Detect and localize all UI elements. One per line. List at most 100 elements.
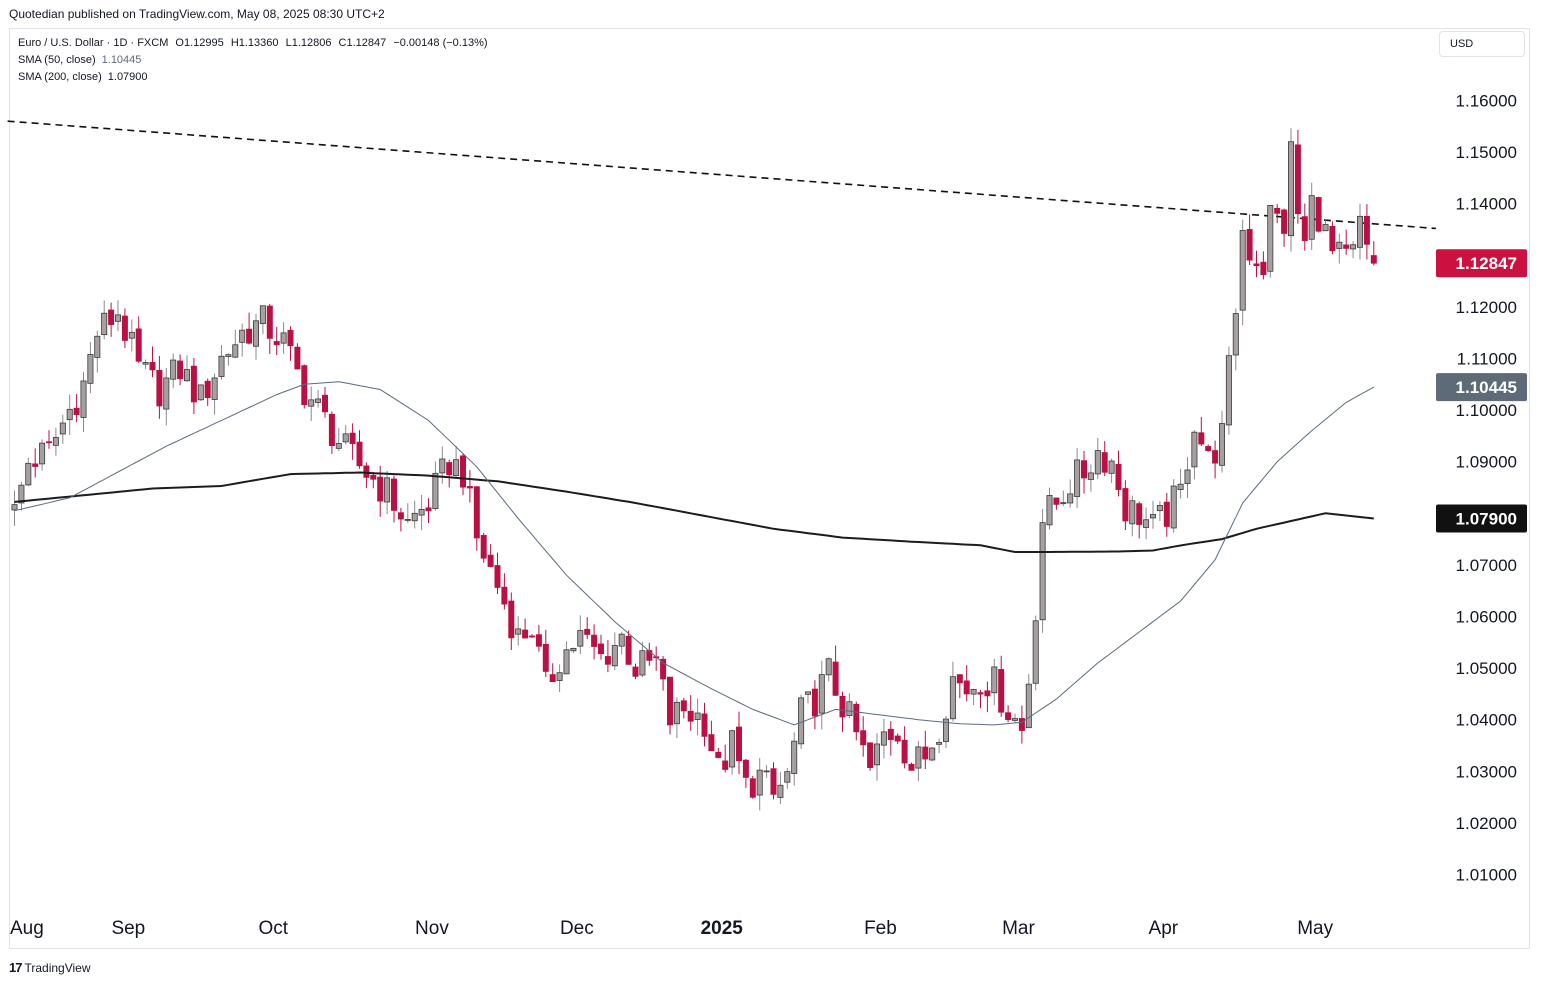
candle[interactable] <box>901 726 908 769</box>
candle[interactable] <box>349 423 356 460</box>
candle[interactable] <box>1225 346 1232 435</box>
candle[interactable] <box>1060 490 1067 507</box>
candle[interactable] <box>839 691 846 732</box>
candle[interactable] <box>1198 416 1205 446</box>
candle[interactable] <box>660 655 667 691</box>
candle[interactable] <box>1246 214 1253 266</box>
sma-50-line[interactable] <box>14 381 1375 726</box>
candle[interactable] <box>363 462 370 489</box>
candle[interactable] <box>508 592 515 651</box>
candle[interactable] <box>1115 450 1122 497</box>
candle[interactable] <box>411 500 418 529</box>
candle[interactable] <box>80 372 87 433</box>
candle[interactable] <box>163 367 170 426</box>
candle[interactable] <box>370 472 377 489</box>
candle[interactable] <box>190 358 197 415</box>
candle[interactable] <box>1260 251 1267 280</box>
candle[interactable] <box>425 498 432 524</box>
candle[interactable] <box>1136 501 1143 539</box>
candle[interactable] <box>1081 451 1088 494</box>
candle[interactable] <box>880 718 887 759</box>
candle[interactable] <box>936 738 943 754</box>
candle[interactable] <box>1032 615 1039 691</box>
candle[interactable] <box>501 573 508 610</box>
candle[interactable] <box>956 674 963 699</box>
candle[interactable] <box>646 642 653 666</box>
candle[interactable] <box>549 663 556 683</box>
candle[interactable] <box>11 490 18 526</box>
candle[interactable] <box>1170 479 1177 533</box>
candle[interactable] <box>667 676 674 735</box>
candle[interactable] <box>280 322 287 354</box>
candle[interactable] <box>949 661 956 722</box>
candle[interactable] <box>439 446 446 484</box>
candle[interactable] <box>480 532 487 563</box>
candle[interactable] <box>1184 457 1191 498</box>
candle[interactable] <box>673 697 680 739</box>
candle[interactable] <box>39 439 46 471</box>
candle[interactable] <box>135 316 142 363</box>
candle[interactable] <box>1101 441 1108 476</box>
candle[interactable] <box>115 300 122 331</box>
candle[interactable] <box>446 459 453 488</box>
candle[interactable] <box>1129 495 1136 537</box>
candle[interactable] <box>777 771 784 805</box>
candle[interactable] <box>639 641 646 678</box>
currency-button[interactable]: USD <box>1439 31 1525 57</box>
candle[interactable] <box>1163 493 1170 537</box>
candle[interactable] <box>1370 241 1377 266</box>
candle[interactable] <box>1122 480 1129 531</box>
candle[interactable] <box>1329 221 1336 255</box>
candle[interactable] <box>1177 468 1184 499</box>
candle[interactable] <box>1205 444 1212 452</box>
candle[interactable] <box>259 305 266 335</box>
candle[interactable] <box>459 453 466 496</box>
candle[interactable] <box>232 329 239 359</box>
candle[interactable] <box>763 765 770 778</box>
candle[interactable] <box>1357 203 1364 260</box>
candle[interactable] <box>708 720 715 752</box>
candle[interactable] <box>1212 440 1219 479</box>
candle[interactable] <box>1350 241 1357 259</box>
candle[interactable] <box>432 461 439 511</box>
candle[interactable] <box>239 323 246 357</box>
candle[interactable] <box>1288 128 1295 252</box>
candle[interactable] <box>294 343 301 370</box>
candle[interactable] <box>736 711 743 775</box>
candle[interactable] <box>1039 509 1046 633</box>
candle[interactable] <box>825 657 832 682</box>
candle[interactable] <box>1018 705 1025 744</box>
candle[interactable] <box>687 695 694 731</box>
candle[interactable] <box>970 688 977 706</box>
candle[interactable] <box>46 430 53 449</box>
candle[interactable] <box>1046 487 1053 530</box>
candle[interactable] <box>218 345 225 380</box>
candle[interactable] <box>915 740 922 782</box>
candle[interactable] <box>197 384 204 401</box>
candle[interactable] <box>887 721 894 756</box>
candle[interactable] <box>1315 196 1322 233</box>
candle[interactable] <box>1108 458 1115 483</box>
candle[interactable] <box>604 640 611 673</box>
candle[interactable] <box>1301 203 1308 251</box>
candle[interactable] <box>177 354 184 386</box>
candle[interactable] <box>25 457 32 487</box>
candle[interactable] <box>556 664 563 693</box>
candle[interactable] <box>811 680 818 730</box>
resistance-trendline[interactable] <box>7 120 1436 230</box>
candle[interactable] <box>494 552 501 594</box>
candle[interactable] <box>384 471 391 515</box>
candle[interactable] <box>1267 204 1274 278</box>
candle[interactable] <box>149 346 156 378</box>
candle[interactable] <box>563 641 570 675</box>
candle[interactable] <box>1363 204 1370 260</box>
candle[interactable] <box>52 427 59 456</box>
candle[interactable] <box>342 425 349 445</box>
candle[interactable] <box>1005 705 1012 723</box>
candle[interactable] <box>922 730 929 770</box>
candle[interactable] <box>1156 501 1163 521</box>
candle[interactable] <box>929 747 936 762</box>
candle[interactable] <box>977 689 984 709</box>
candle[interactable] <box>715 748 722 759</box>
candle[interactable] <box>252 313 259 360</box>
